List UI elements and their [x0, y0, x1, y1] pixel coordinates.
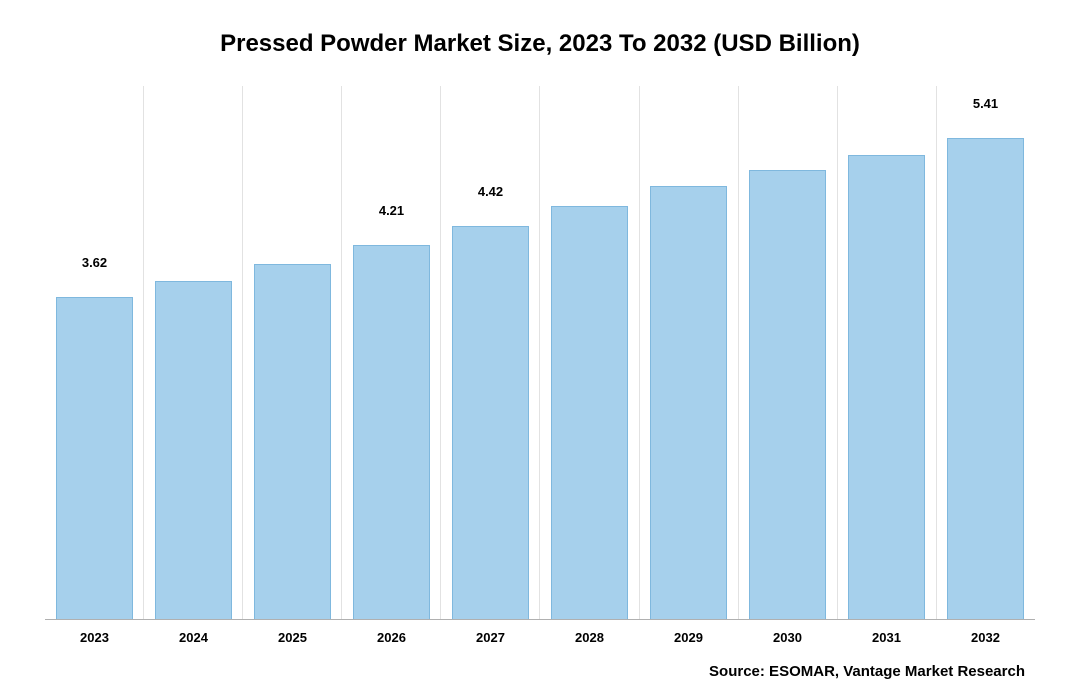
x-tick-label: 2029 [639, 630, 738, 645]
chart-title: Pressed Powder Market Size, 2023 To 2032… [45, 30, 1035, 58]
x-tick-label: 2030 [738, 630, 837, 645]
plot-area: 3.62 4.21 4.42 5.41 [45, 86, 1035, 620]
bar-slot: 3.62 [45, 86, 144, 619]
source-attribution: Source: ESOMAR, Vantage Market Research [45, 663, 1035, 680]
bar-slot [540, 86, 639, 619]
bar-slot [639, 86, 738, 619]
x-tick-label: 2025 [243, 630, 342, 645]
bar-slot [243, 86, 342, 619]
x-tick-label: 2026 [342, 630, 441, 645]
x-tick-label: 2024 [144, 630, 243, 645]
x-tick-label: 2032 [936, 630, 1035, 645]
x-tick-label: 2031 [837, 630, 936, 645]
bar [254, 264, 331, 619]
x-tick-label: 2028 [540, 630, 639, 645]
x-tick-label: 2027 [441, 630, 540, 645]
bar-value-label: 3.62 [82, 255, 107, 276]
bar-slot [144, 86, 243, 619]
bar-value-label: 5.41 [973, 96, 998, 117]
bar-slot [738, 86, 837, 619]
x-tick-label: 2023 [45, 630, 144, 645]
bar [452, 226, 529, 619]
bar-slot: 5.41 [936, 86, 1035, 619]
chart-container: 3.624.214.425.41 20232024202520262027202… [45, 86, 1035, 645]
bar [749, 170, 826, 619]
bar [947, 138, 1024, 619]
bar [155, 281, 232, 619]
bars-group: 3.62 4.21 4.42 5.41 [45, 86, 1035, 619]
bar [848, 155, 925, 619]
bar-slot: 4.42 [441, 86, 540, 619]
bar-value-label: 4.42 [478, 184, 503, 205]
bar [56, 297, 133, 619]
bar [650, 186, 727, 620]
bar-slot: 4.21 [342, 86, 441, 619]
bar-value-label: 4.21 [379, 203, 404, 224]
bar-slot [837, 86, 936, 619]
bar [551, 206, 628, 619]
x-axis: 2023202420252026202720282029203020312032 [45, 630, 1035, 645]
bar [353, 245, 430, 619]
